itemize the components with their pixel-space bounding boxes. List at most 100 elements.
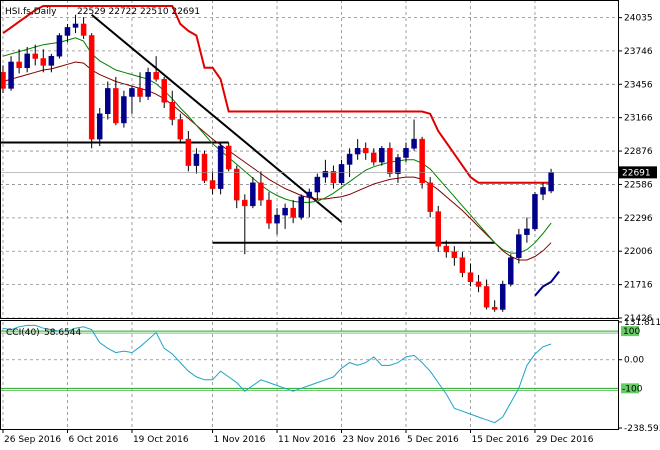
bearish-candle [362,148,369,154]
y-tick-label: 22006 [624,247,653,257]
cci-value-label: 58.6544 [44,328,81,338]
bearish-candle [177,119,184,140]
bullish-candle [72,23,79,28]
cci-y-tick-label: -238.5938 [624,424,660,434]
bearish-candle [32,53,38,59]
bullish-candle [298,196,304,218]
bearish-candle [427,182,433,212]
cci-line [2,324,552,424]
x-tick-label: 23 Nov 2016 [343,435,401,445]
bullish-candle [540,187,546,195]
bearish-candle [266,199,272,224]
bearish-candle [80,23,87,36]
current-price-label: 22691 [622,168,651,178]
bearish-candle [225,145,232,170]
bullish-candle [403,148,409,158]
bullish-candle [508,257,514,285]
y-tick-label: 21716 [624,281,653,291]
symbol-label: HSI.fs,Daily [5,7,57,17]
cci-level-box [621,383,639,394]
bearish-candle [201,153,208,181]
bullish-candle [48,55,55,66]
bearish-candle [185,138,192,166]
x-tick-label: 6 Oct 2016 [68,435,118,445]
bullish-candle [314,176,321,193]
bullish-candle [322,171,329,178]
bearish-candle [483,286,490,308]
main-panel-frame [0,0,619,319]
bullish-candle [105,88,111,115]
bearish-candle [40,58,47,66]
bullish-candle [121,96,127,124]
bullish-candle [56,35,63,57]
bullish-candle [274,214,280,224]
y-tick-label: 23746 [624,47,653,57]
cci-y-tick-label: 131.8119 [624,318,660,328]
bullish-candle [548,172,554,192]
cci-panel-frame [0,320,619,430]
cci-panel [0,324,618,424]
bearish-candle [467,272,474,283]
bearish-candle [0,72,6,89]
trendline [91,13,343,223]
bullish-candle [338,164,345,184]
bullish-candle [129,88,135,97]
y-tick-label: 22586 [624,180,653,190]
y-tick-label: 22296 [624,214,653,224]
bullish-candle [145,72,151,97]
ohlc-label: 22529 22722 22510 22691 [77,7,200,17]
y-tick-label: 22876 [624,147,653,157]
bullish-candle [395,157,401,174]
bullish-candle [217,145,224,189]
x-tick-label: 11 Nov 2016 [278,435,336,445]
bullish-candle [499,283,506,310]
bullish-candle [24,53,30,68]
bearish-candle [387,148,393,174]
bearish-candle [242,199,248,207]
bearish-candle [290,207,296,218]
bullish-candle [96,113,103,140]
bullish-candle [282,207,288,216]
bullish-candle [516,234,522,258]
bearish-candle [459,257,466,273]
cci-level-box [621,326,639,337]
bearish-candle [475,281,482,287]
bearish-candle [113,88,119,124]
bullish-candle [8,61,14,89]
bearish-candle [161,78,167,103]
bearish-candle [371,152,377,163]
x-tick-label: 1 Nov 2016 [214,435,266,445]
bullish-candle [379,148,385,163]
bearish-candle [169,101,176,120]
bullish-candle [411,138,417,149]
x-tick-label: 29 Dec 2016 [536,435,594,445]
current-price-box [619,166,657,179]
y-tick-label: 23456 [624,80,653,90]
bearish-candle [435,211,441,247]
y-tick-label: 23166 [624,114,653,124]
bullish-candle [524,228,530,235]
trailing-stop-line [2,5,552,184]
bearish-candle [233,168,240,201]
bearish-candle [491,306,498,310]
y-tick-label: 21426 [624,314,653,324]
bullish-candle [64,27,71,36]
bearish-candle [88,35,95,140]
bearish-candle [443,245,450,253]
cci-y-tick-label: 0.00 [624,356,644,366]
x-tick-label: 19 Oct 2016 [133,435,189,445]
bullish-candle [354,148,361,155]
cci-level-label: -100 [622,384,643,394]
x-tick-label: 15 Dec 2016 [471,435,529,445]
bearish-candle [137,88,143,97]
cci-level-label: 100 [623,327,640,337]
cci-title-label: CCI(40) [6,328,40,338]
short-term-trend-line [534,270,560,297]
y-tick-label: 24035 [624,14,653,24]
x-tick-label: 26 Sep 2016 [4,435,61,445]
bearish-candle [16,61,22,68]
bullish-candle [193,153,200,166]
bearish-candle [451,251,458,258]
